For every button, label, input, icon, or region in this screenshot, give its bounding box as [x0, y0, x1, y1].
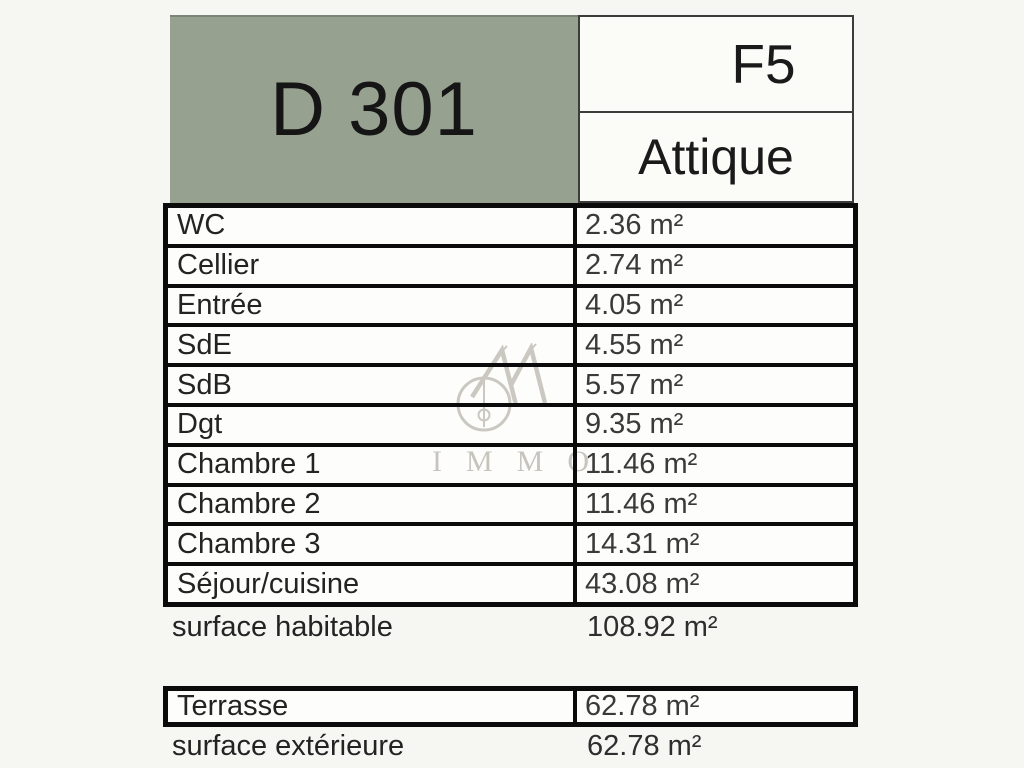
room-area: 14.31 m²	[585, 527, 700, 560]
unit-type-cell: F5	[580, 17, 852, 113]
room-label: Chambre 3	[168, 526, 577, 563]
exterior-summary-label: surface extérieure	[172, 729, 405, 762]
exterior-table: Terrasse 62.78 m²	[163, 686, 858, 727]
room-area: 43.08 m²	[585, 567, 700, 600]
rooms-table: WC 2.36 m² Cellier 2.74 m² Entrée 4.05 m² SdE 4…	[163, 203, 858, 607]
unit-type: F5	[731, 33, 796, 95]
habitable-summary-value: 108.92 m²	[587, 610, 718, 643]
table-row: Dgt 9.35 m²	[168, 406, 853, 447]
room-label: WC	[168, 208, 577, 244]
room-label: Cellier	[168, 247, 577, 284]
table-row: Séjour/cuisine 43.08 m²	[168, 566, 853, 602]
room-area: 62.78 m²	[585, 690, 700, 722]
room-label: SdB	[168, 367, 577, 403]
room-area: 11.46 m²	[585, 487, 698, 520]
table-row: SdB 5.57 m²	[168, 367, 853, 407]
exterior-summary-value: 62.78 m²	[587, 729, 702, 762]
room-label: Séjour/cuisine	[168, 566, 577, 602]
room-area: 9.35 m²	[585, 408, 684, 441]
room-area: 2.36 m²	[585, 209, 684, 242]
unit-floor-cell: Attique	[580, 113, 852, 201]
room-label: SdE	[168, 327, 577, 364]
table-row: SdE 4.55 m²	[168, 327, 853, 368]
room-area: 5.57 m²	[585, 368, 684, 401]
room-area: 11.46 m²	[585, 448, 698, 481]
table-row: Chambre 1 11.46 m²	[168, 446, 853, 487]
room-area: 4.55 m²	[585, 328, 684, 361]
room-label: Chambre 1	[168, 446, 577, 483]
exterior-summary-line: surface extérieure 62.78 m²	[172, 729, 858, 763]
habitable-summary-label: surface habitable	[172, 610, 393, 643]
unit-number-box: D 301	[170, 15, 578, 203]
table-row: Chambre 2 11.46 m²	[168, 486, 853, 527]
room-label: Chambre 2	[168, 486, 577, 523]
unit-number: D 301	[270, 66, 478, 152]
table-row: Entrée 4.05 m²	[168, 287, 853, 328]
table-row: Terrasse 62.78 m²	[168, 690, 853, 722]
room-label: Dgt	[168, 406, 577, 443]
table-row: Chambre 3 14.31 m²	[168, 526, 853, 567]
room-label: Terrasse	[168, 690, 577, 722]
table-row: Cellier 2.74 m²	[168, 247, 853, 288]
unit-info-box: F5 Attique	[578, 15, 854, 203]
unit-floor: Attique	[638, 129, 794, 185]
room-area: 4.05 m²	[585, 288, 684, 321]
room-label: Entrée	[168, 287, 577, 324]
table-row: WC 2.36 m²	[168, 208, 853, 248]
habitable-summary-line: surface habitable 108.92 m²	[172, 610, 858, 644]
room-area: 2.74 m²	[585, 249, 684, 282]
